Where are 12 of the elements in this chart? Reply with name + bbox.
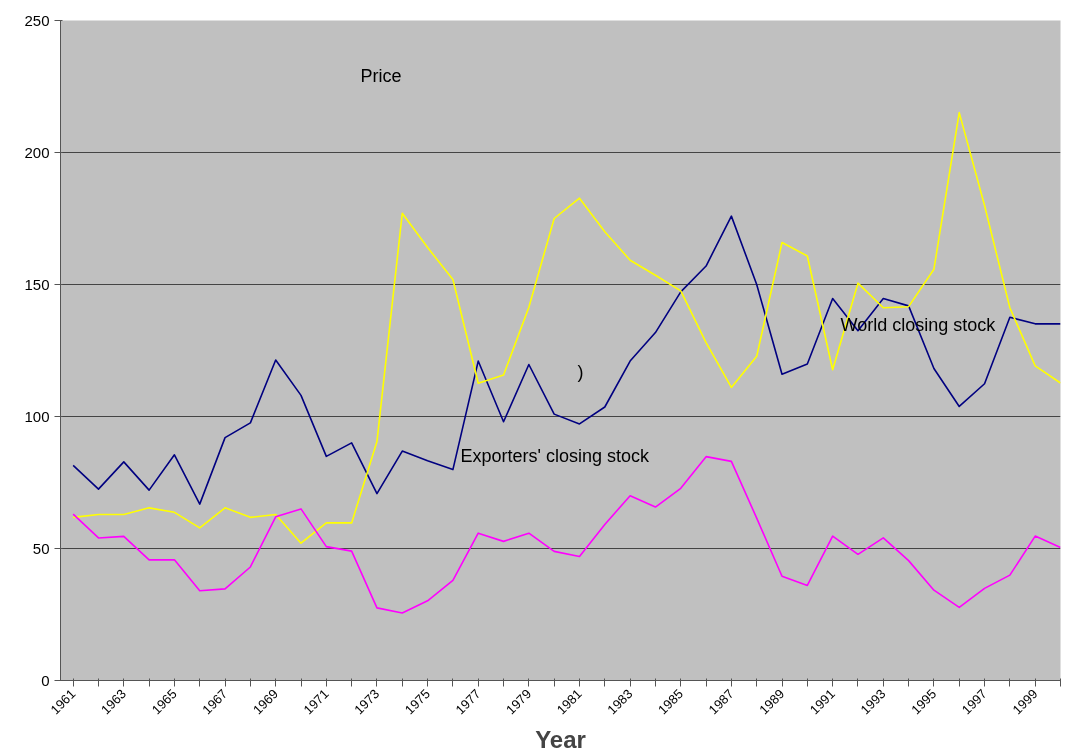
annotation: ) xyxy=(577,361,584,382)
y-tick-label: 200 xyxy=(24,143,50,161)
y-tick-label: 100 xyxy=(24,407,50,425)
line-series xyxy=(72,111,1061,545)
annotation: Price xyxy=(360,66,402,87)
y-tick-label: 150 xyxy=(24,275,50,293)
line-series xyxy=(72,215,1061,505)
y-tick-label: 0 xyxy=(41,671,50,689)
annotation: Exporters' closing stock xyxy=(460,445,651,466)
y-tick-label: 50 xyxy=(32,539,50,557)
y-tick-label: 250 xyxy=(24,11,50,29)
x-axis-title: Year xyxy=(535,726,586,754)
